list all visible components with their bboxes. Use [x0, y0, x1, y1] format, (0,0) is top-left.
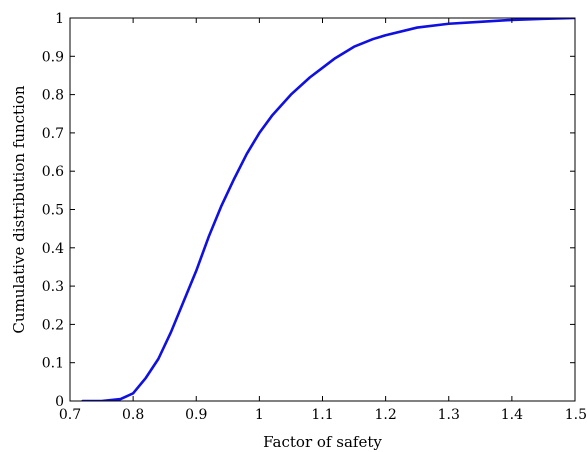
x-tick-label: 1.1	[311, 407, 333, 423]
x-tick-label: 1.4	[501, 407, 523, 423]
x-tick-label: 0.7	[59, 407, 81, 423]
y-tick-label: 0.5	[42, 203, 64, 219]
y-tick-label: 0.1	[42, 356, 64, 372]
y-tick-label: 0.3	[42, 279, 64, 295]
y-tick-label: 0.2	[42, 317, 64, 333]
x-tick-label: 1.3	[438, 407, 460, 423]
y-tick-label: 0	[55, 394, 64, 410]
x-tick-label: 1.2	[374, 407, 396, 423]
axes: 0.7 0.8 0.9 1 1.1 1.2 1.3 1.4 1.5 0 0.1 0.2 0.3 0.4 0.…	[42, 11, 587, 423]
y-tick-label: 0.4	[42, 241, 64, 257]
x-tick-label: 0.8	[122, 407, 144, 423]
x-tick-label: 1.5	[565, 407, 587, 423]
y-tick-label: 0.9	[42, 49, 64, 65]
cdf-series-line-0	[81, 18, 575, 401]
y-tick-label: 0.7	[42, 126, 64, 142]
x-axis-title: Factor of safety	[263, 433, 382, 451]
y-tick-label: 0.8	[42, 88, 64, 104]
plot-frame	[69, 17, 576, 402]
y-tick-label: 1	[55, 11, 64, 27]
y-axis-title: Cumulative distribution function	[10, 85, 28, 333]
x-tick-label: 0.9	[185, 407, 207, 423]
x-tick-label: 1	[255, 407, 264, 423]
plot-area	[81, 18, 575, 401]
y-tick-label: 0.6	[42, 164, 64, 180]
